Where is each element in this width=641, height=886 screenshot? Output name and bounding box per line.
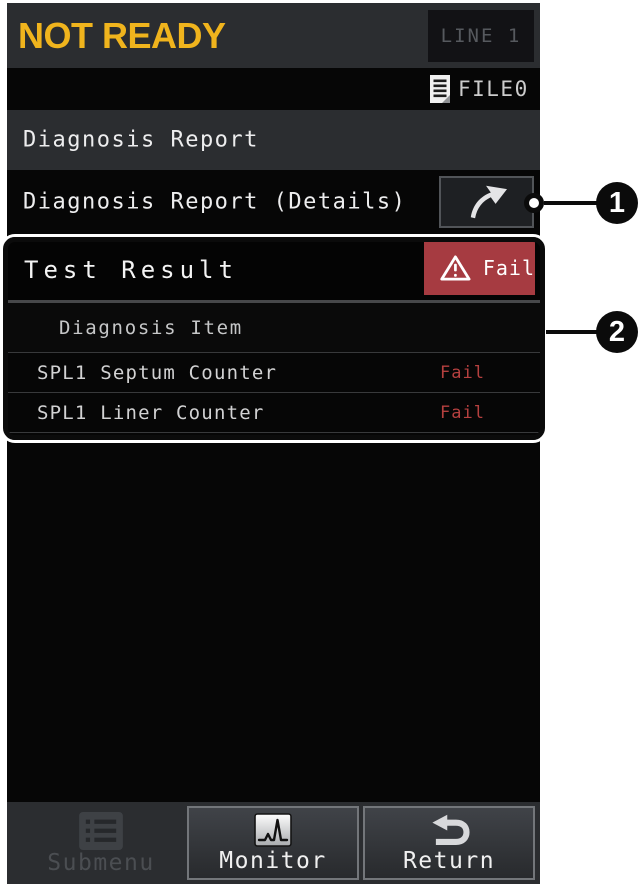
file-bar[interactable]: FILE0 (7, 68, 540, 110)
page-title: Diagnosis Report (23, 127, 259, 153)
badge-label: Fail (482, 256, 535, 280)
return-label: Return (402, 848, 496, 874)
warning-triangle-icon (440, 255, 471, 281)
table-header-row: Diagnosis Item (7, 303, 540, 352)
diagnosis-item-result: Fail (440, 362, 485, 383)
device-screen: NOT READY LINE 1 FILE0 Diagnosis Report … (7, 3, 540, 884)
details-row: Diagnosis Report (Details) (7, 170, 540, 233)
test-result-title: Test Result (24, 255, 238, 284)
callout-number-2: 2 (596, 311, 638, 353)
chromatogram-monitor-icon (254, 813, 292, 847)
callout-connector-line (544, 201, 598, 205)
bottom-toolbar: Submenu Monitor (7, 802, 540, 884)
test-result-status-badge: Fail (424, 241, 535, 295)
details-title: Diagnosis Report (Details) (23, 189, 407, 214)
table-row: SPL1 Liner Counter Fail (7, 392, 540, 432)
file-icon (430, 75, 450, 103)
callout-number-1: 1 (596, 182, 638, 224)
separator (7, 300, 540, 303)
details-jump-button[interactable] (439, 176, 534, 228)
submenu-list-icon (79, 812, 123, 850)
callout-connector-line (546, 330, 598, 334)
line-select-button[interactable]: LINE 1 (428, 10, 534, 62)
status-bar: NOT READY LINE 1 (7, 3, 540, 68)
diagnosis-item-name: SPL1 Septum Counter (37, 361, 278, 384)
callout-anchor-ring (524, 193, 544, 213)
diagnosis-item-name: SPL1 Liner Counter (37, 401, 265, 424)
return-arrow-icon (432, 814, 470, 845)
jump-arrow-icon (470, 185, 507, 219)
monitor-button[interactable]: Monitor (187, 806, 359, 880)
table-row: SPL1 Septum Counter Fail (7, 352, 540, 392)
submenu-button[interactable]: Submenu (17, 806, 185, 880)
separator (7, 432, 540, 433)
table-header-label: Diagnosis Item (59, 316, 243, 339)
test-result-header: Test Result Fail (7, 239, 540, 300)
monitor-label: Monitor (219, 848, 327, 874)
return-button[interactable]: Return (363, 806, 535, 880)
status-text: NOT READY (18, 14, 226, 56)
file-label: FILE0 (458, 77, 529, 101)
submenu-label: Submenu (47, 850, 155, 876)
diagnosis-item-result: Fail (440, 402, 485, 423)
page-title-row: Diagnosis Report (7, 110, 540, 170)
